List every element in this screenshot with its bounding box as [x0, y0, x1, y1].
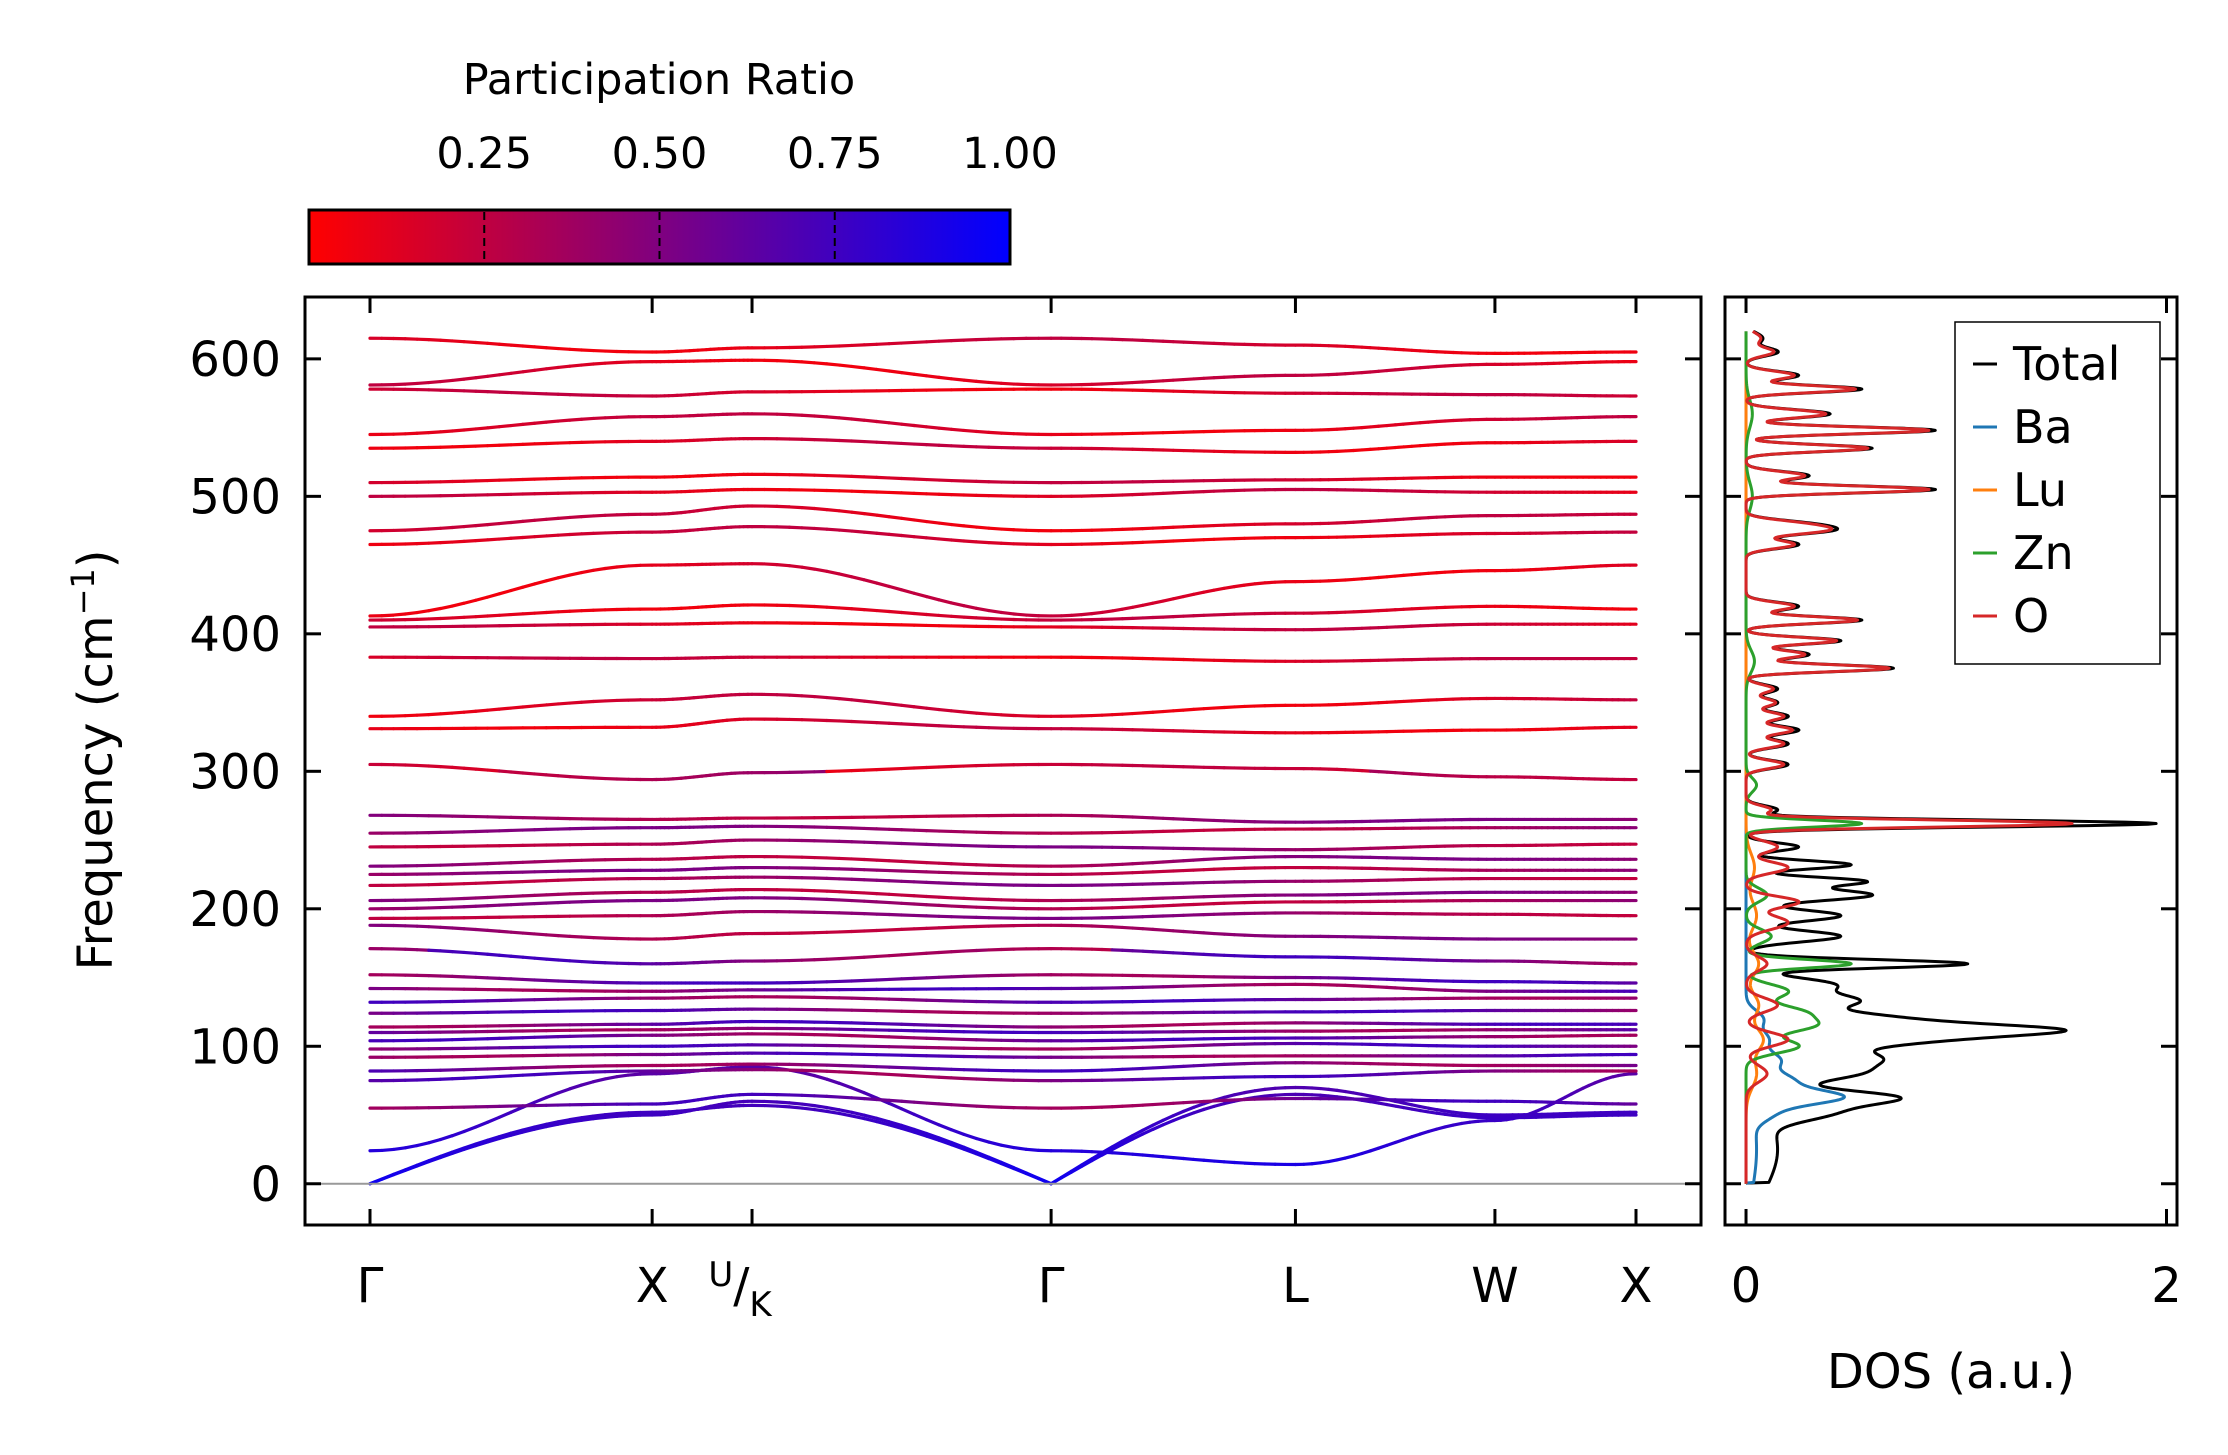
band-17: [368, 909, 1638, 921]
x-tick-label: L: [1282, 1258, 1309, 1314]
x-tick-label: W: [1471, 1258, 1518, 1314]
dos-x-label: DOS (a.u.): [1827, 1344, 2075, 1400]
colorbar-title: Participation Ratio: [463, 55, 856, 105]
colorbar-tick-label: 0.75: [787, 129, 883, 179]
band-23: [368, 838, 1638, 852]
band-1: [368, 1085, 1638, 1186]
band-8: [368, 1032, 1638, 1043]
band-25: [368, 813, 1638, 824]
band-21: [368, 865, 1638, 877]
band-39: [368, 387, 1638, 398]
band-20: [368, 875, 1638, 888]
band-18: [368, 896, 1638, 911]
y-tick-label: 100: [189, 1019, 281, 1075]
band-28: [368, 692, 1638, 718]
x-tick-label: Γ: [1038, 1258, 1065, 1314]
legend-label-lu: Lu: [2013, 463, 2067, 517]
band-33: [368, 524, 1638, 547]
legend-label-ba: Ba: [2013, 400, 2073, 454]
y-tick-label: 500: [189, 469, 281, 525]
colorbar-tick-label: 0.50: [612, 129, 708, 179]
dos-x-tick-label: 0: [1731, 1258, 1762, 1314]
band-axes: 0 100 200 300 400 500 600 Γ X U/K Γ L W X: [189, 297, 1701, 1325]
colorbar: Participation Ratio 0.25 0.50 0.75 1.00: [307, 55, 1058, 266]
colorbar-ticks: 0.25 0.50 0.75 1.00: [436, 129, 1058, 262]
dos-frame: [1723, 295, 2179, 1227]
x-tick-label: U/K: [708, 1255, 773, 1325]
y-tick-label: 400: [189, 607, 281, 663]
band-16: [368, 923, 1638, 941]
band-34: [368, 504, 1638, 533]
x-tick-label: Γ: [357, 1258, 384, 1314]
dos-x-tick-label: 2: [2151, 1258, 2182, 1314]
band-38: [368, 412, 1638, 437]
legend-label-zn: Zn: [2013, 526, 2074, 580]
legend-label-o: O: [2013, 589, 2049, 643]
band-12: [368, 995, 1638, 1004]
band-3: [368, 1092, 1638, 1110]
band-2: [368, 1065, 1638, 1167]
band-24: [368, 824, 1638, 835]
legend-label-total: Total: [2012, 337, 2120, 391]
dos-line-zn: [1744, 330, 1864, 1185]
y-axis-label: Frequency (cm−1): [64, 549, 124, 970]
band-frame: [303, 295, 1703, 1227]
band-10: [368, 1019, 1638, 1029]
band-13: [368, 982, 1638, 993]
dos-line-o: [1744, 330, 2074, 1185]
y-tick-label: 600: [189, 332, 281, 388]
x-tick-label: X: [636, 1258, 669, 1314]
band-22: [368, 854, 1638, 868]
band-37: [368, 437, 1638, 454]
band-29: [368, 655, 1638, 663]
colorbar-tick-label: 0.25: [436, 129, 532, 179]
band-6: [368, 1051, 1638, 1059]
band-26: [368, 762, 1638, 782]
band-30: [368, 621, 1638, 632]
band-7: [368, 1041, 1638, 1051]
band-36: [368, 472, 1638, 485]
band-41: [368, 336, 1638, 355]
band-32: [368, 562, 1638, 618]
band-4: [368, 1068, 1638, 1083]
band-structure-panel: 0 100 200 300 400 500 600 Γ X U/K Γ L W X Frequency (…: [64, 295, 1703, 1325]
band-11: [368, 1007, 1638, 1015]
band-9: [368, 1026, 1638, 1035]
legend-box: [1954, 321, 2161, 665]
band-14: [368, 973, 1638, 985]
band-15: [368, 947, 1638, 966]
band-19: [368, 887, 1638, 903]
band-lines: [368, 336, 1638, 1186]
band-31: [368, 603, 1638, 622]
y-tick-label: 200: [189, 882, 281, 938]
y-tick-label: 300: [189, 744, 281, 800]
band-5: [368, 1061, 1638, 1073]
band-40: [368, 358, 1638, 387]
dos-lines: [1744, 330, 2158, 1185]
y-tick-label: 0: [250, 1157, 281, 1213]
band-35: [368, 487, 1638, 498]
legend: Total Ba Lu Zn O: [1954, 321, 2161, 665]
x-tick-label: X: [1620, 1258, 1653, 1314]
band-27: [368, 717, 1638, 735]
colorbar-tick-label: 1.00: [962, 129, 1058, 179]
